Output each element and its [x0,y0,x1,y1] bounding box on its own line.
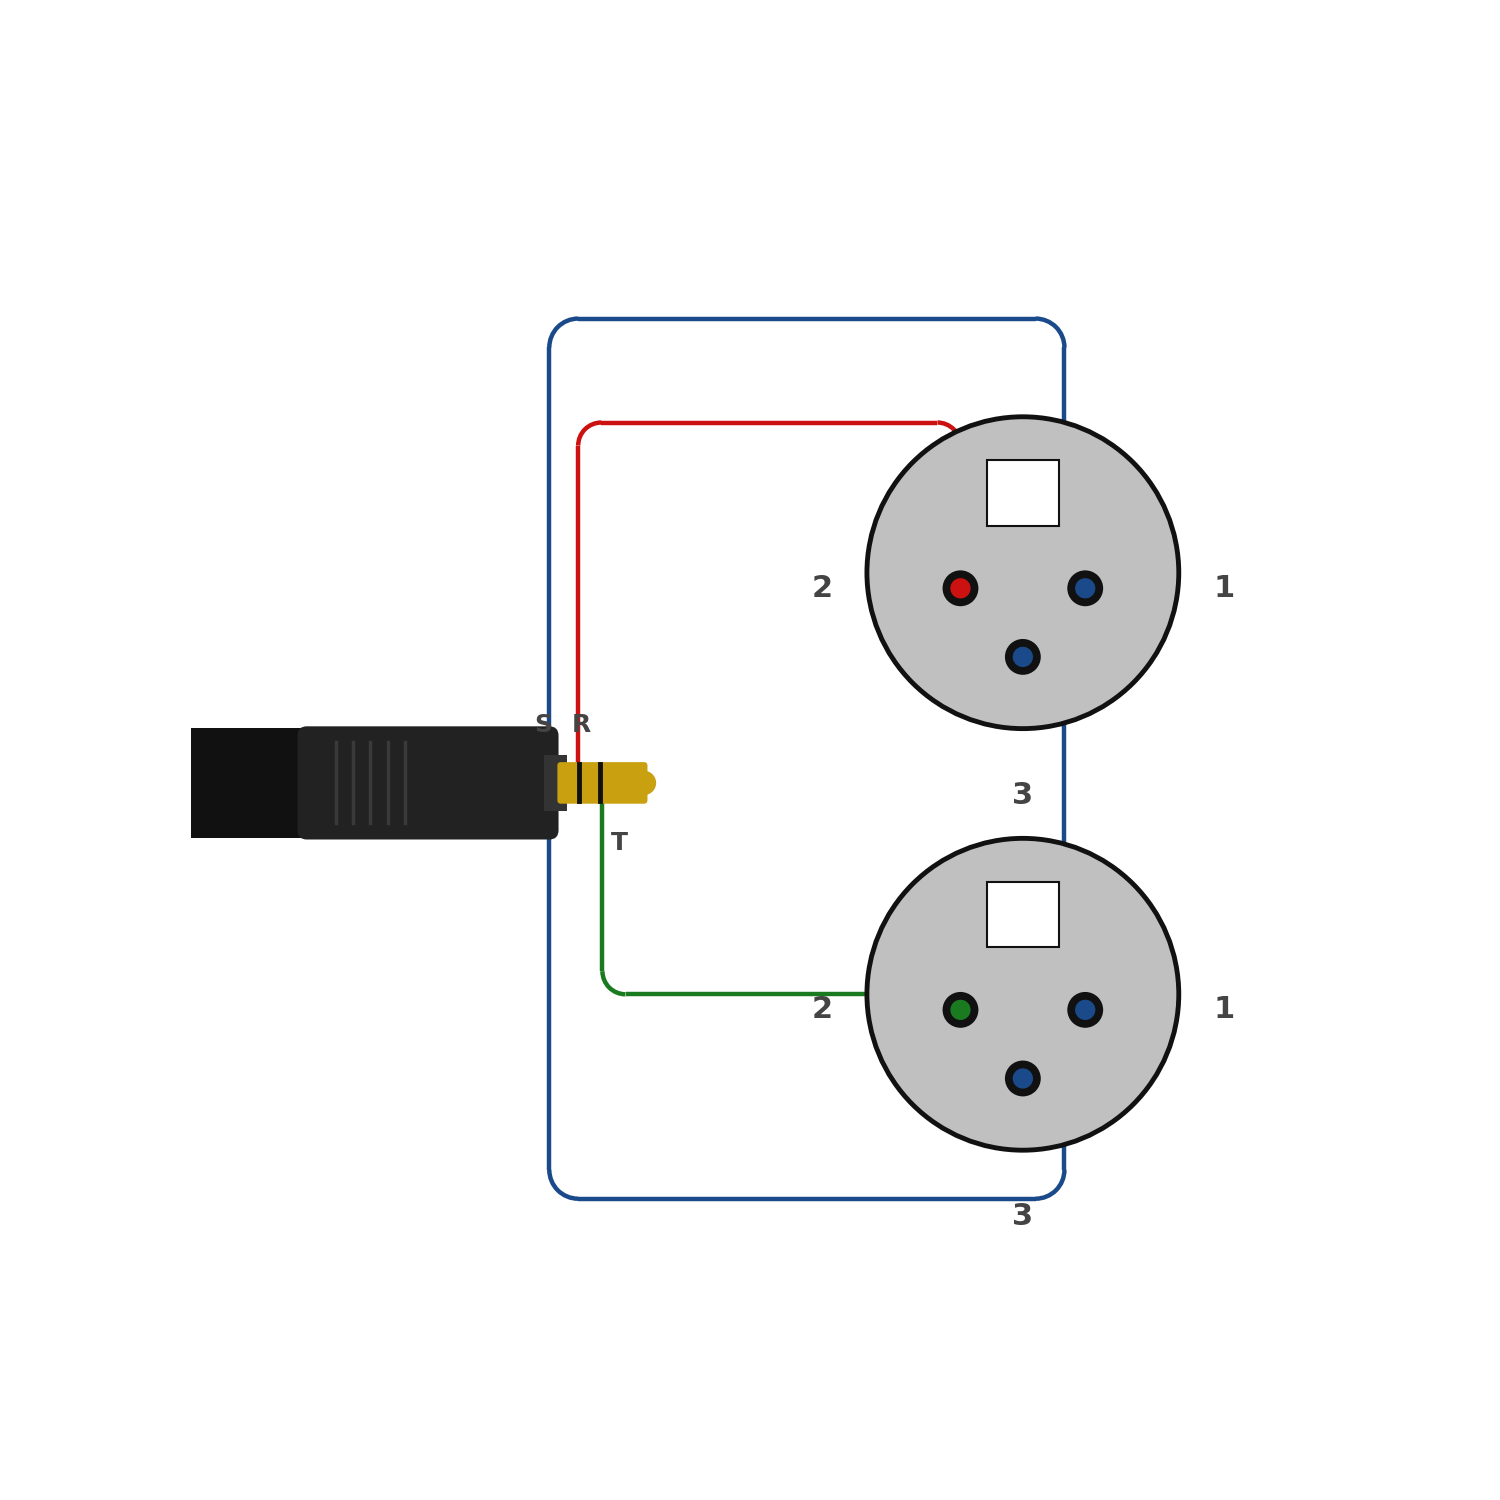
FancyBboxPatch shape [558,762,648,804]
Text: 1: 1 [1214,996,1234,1024]
Bar [987,882,1059,948]
Circle shape [1068,570,1102,606]
Circle shape [1076,999,1095,1020]
Circle shape [867,839,1179,1150]
Circle shape [942,992,978,1028]
Bar [192,728,411,839]
Text: 1: 1 [1214,574,1234,603]
Bar [543,754,567,810]
Text: R: R [572,712,591,736]
Circle shape [951,578,970,598]
Text: 2: 2 [812,996,832,1024]
Bar [987,460,1059,526]
Circle shape [1076,578,1095,598]
Text: T: T [612,831,628,855]
Circle shape [1013,1068,1034,1089]
Circle shape [1068,992,1102,1028]
Circle shape [942,570,978,606]
Text: 2: 2 [812,574,832,603]
Text: 3: 3 [1013,780,1034,810]
Circle shape [1005,639,1041,675]
Circle shape [1005,1060,1041,1096]
Text: 3: 3 [1013,1202,1034,1231]
Circle shape [1013,646,1034,668]
Circle shape [951,999,970,1020]
Circle shape [632,771,656,795]
FancyBboxPatch shape [297,726,558,840]
Text: S: S [534,712,552,736]
Circle shape [867,417,1179,729]
